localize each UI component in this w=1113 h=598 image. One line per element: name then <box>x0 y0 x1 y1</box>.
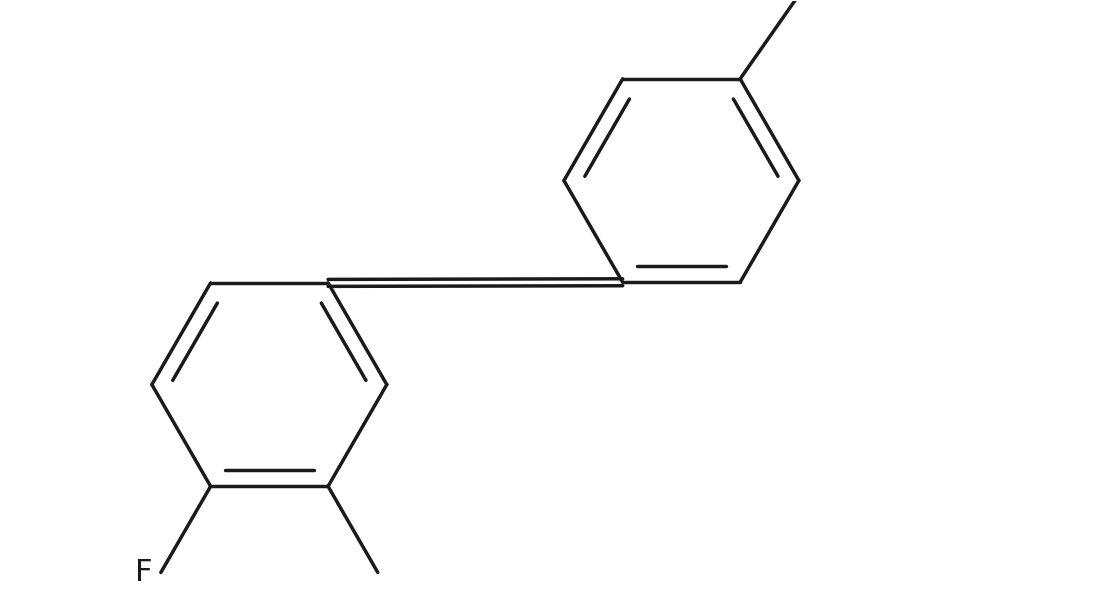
Text: F: F <box>136 558 152 587</box>
